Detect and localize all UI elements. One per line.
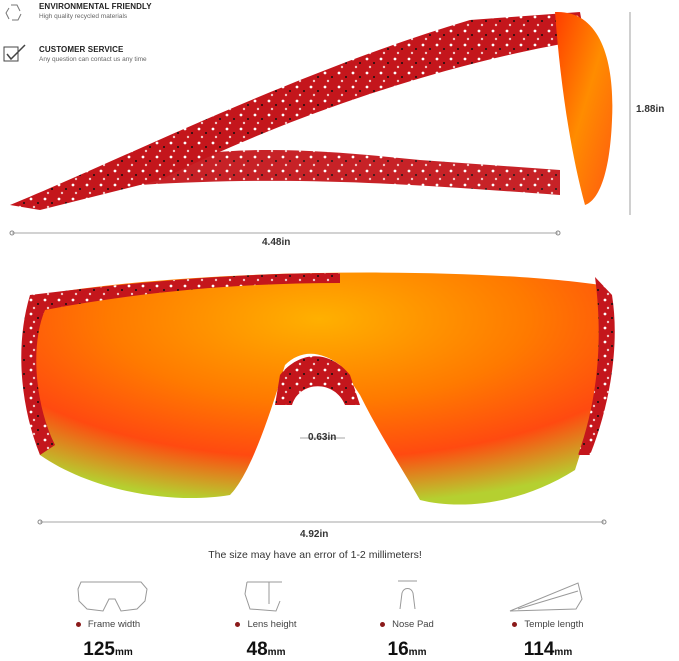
spec-label: Nose Pad	[392, 619, 434, 630]
spec-unit: mm	[267, 647, 286, 658]
spec-temple-length: Temple length 114mm	[478, 619, 618, 661]
spec-value: 125	[83, 639, 115, 660]
spec-unit: mm	[114, 647, 133, 658]
nose-pad-icon	[398, 580, 417, 610]
size-error-note: The size may have an error of 1-2 millim…	[208, 549, 422, 561]
feature-title: CUSTOMER SERVICE	[39, 45, 124, 54]
spec-unit: mm	[554, 647, 573, 658]
lens-height-icon	[244, 581, 282, 612]
feature-subtitle: High quality recycled materials	[39, 13, 128, 20]
spec-value: 114	[523, 639, 555, 660]
nose-bridge-label: 0.63in	[308, 432, 337, 443]
spec-label: Lens height	[247, 619, 297, 630]
spec-value: 48	[246, 639, 268, 660]
recycle-icon	[5, 4, 22, 21]
spec-frame-width: Frame width 125mm	[38, 619, 178, 661]
feature-title: ENVIRONMENTAL FRIENDLY	[39, 2, 152, 11]
spec-lens-height: Lens height 48mm	[196, 619, 336, 661]
bullet-icon	[235, 621, 241, 627]
front-width-label: 4.92in	[300, 529, 329, 540]
side-length-label: 4.48in	[262, 237, 291, 248]
height-label: 1.88in	[636, 104, 665, 115]
feature-customer-service: CUSTOMER SERVICE Any question can contac…	[39, 45, 147, 63]
spec-unit: mm	[408, 647, 427, 658]
side-view-glasses	[9, 11, 631, 236]
frame-width-icon	[77, 581, 148, 612]
spec-label: Frame width	[87, 619, 141, 630]
spec-nose-pad: Nose Pad 16mm	[337, 619, 477, 661]
spec-value: 16	[387, 639, 409, 660]
feature-subtitle: Any question can contact us any time	[39, 56, 147, 63]
bullet-icon	[75, 621, 81, 627]
bullet-icon	[380, 621, 386, 627]
front-view-glasses	[21, 272, 615, 525]
bullet-icon	[512, 621, 518, 627]
spec-label: Temple length	[524, 619, 584, 630]
checkbox-icon	[3, 44, 26, 62]
temple-length-icon	[509, 582, 583, 612]
feature-environmental: ENVIRONMENTAL FRIENDLY High quality recy…	[39, 2, 152, 20]
